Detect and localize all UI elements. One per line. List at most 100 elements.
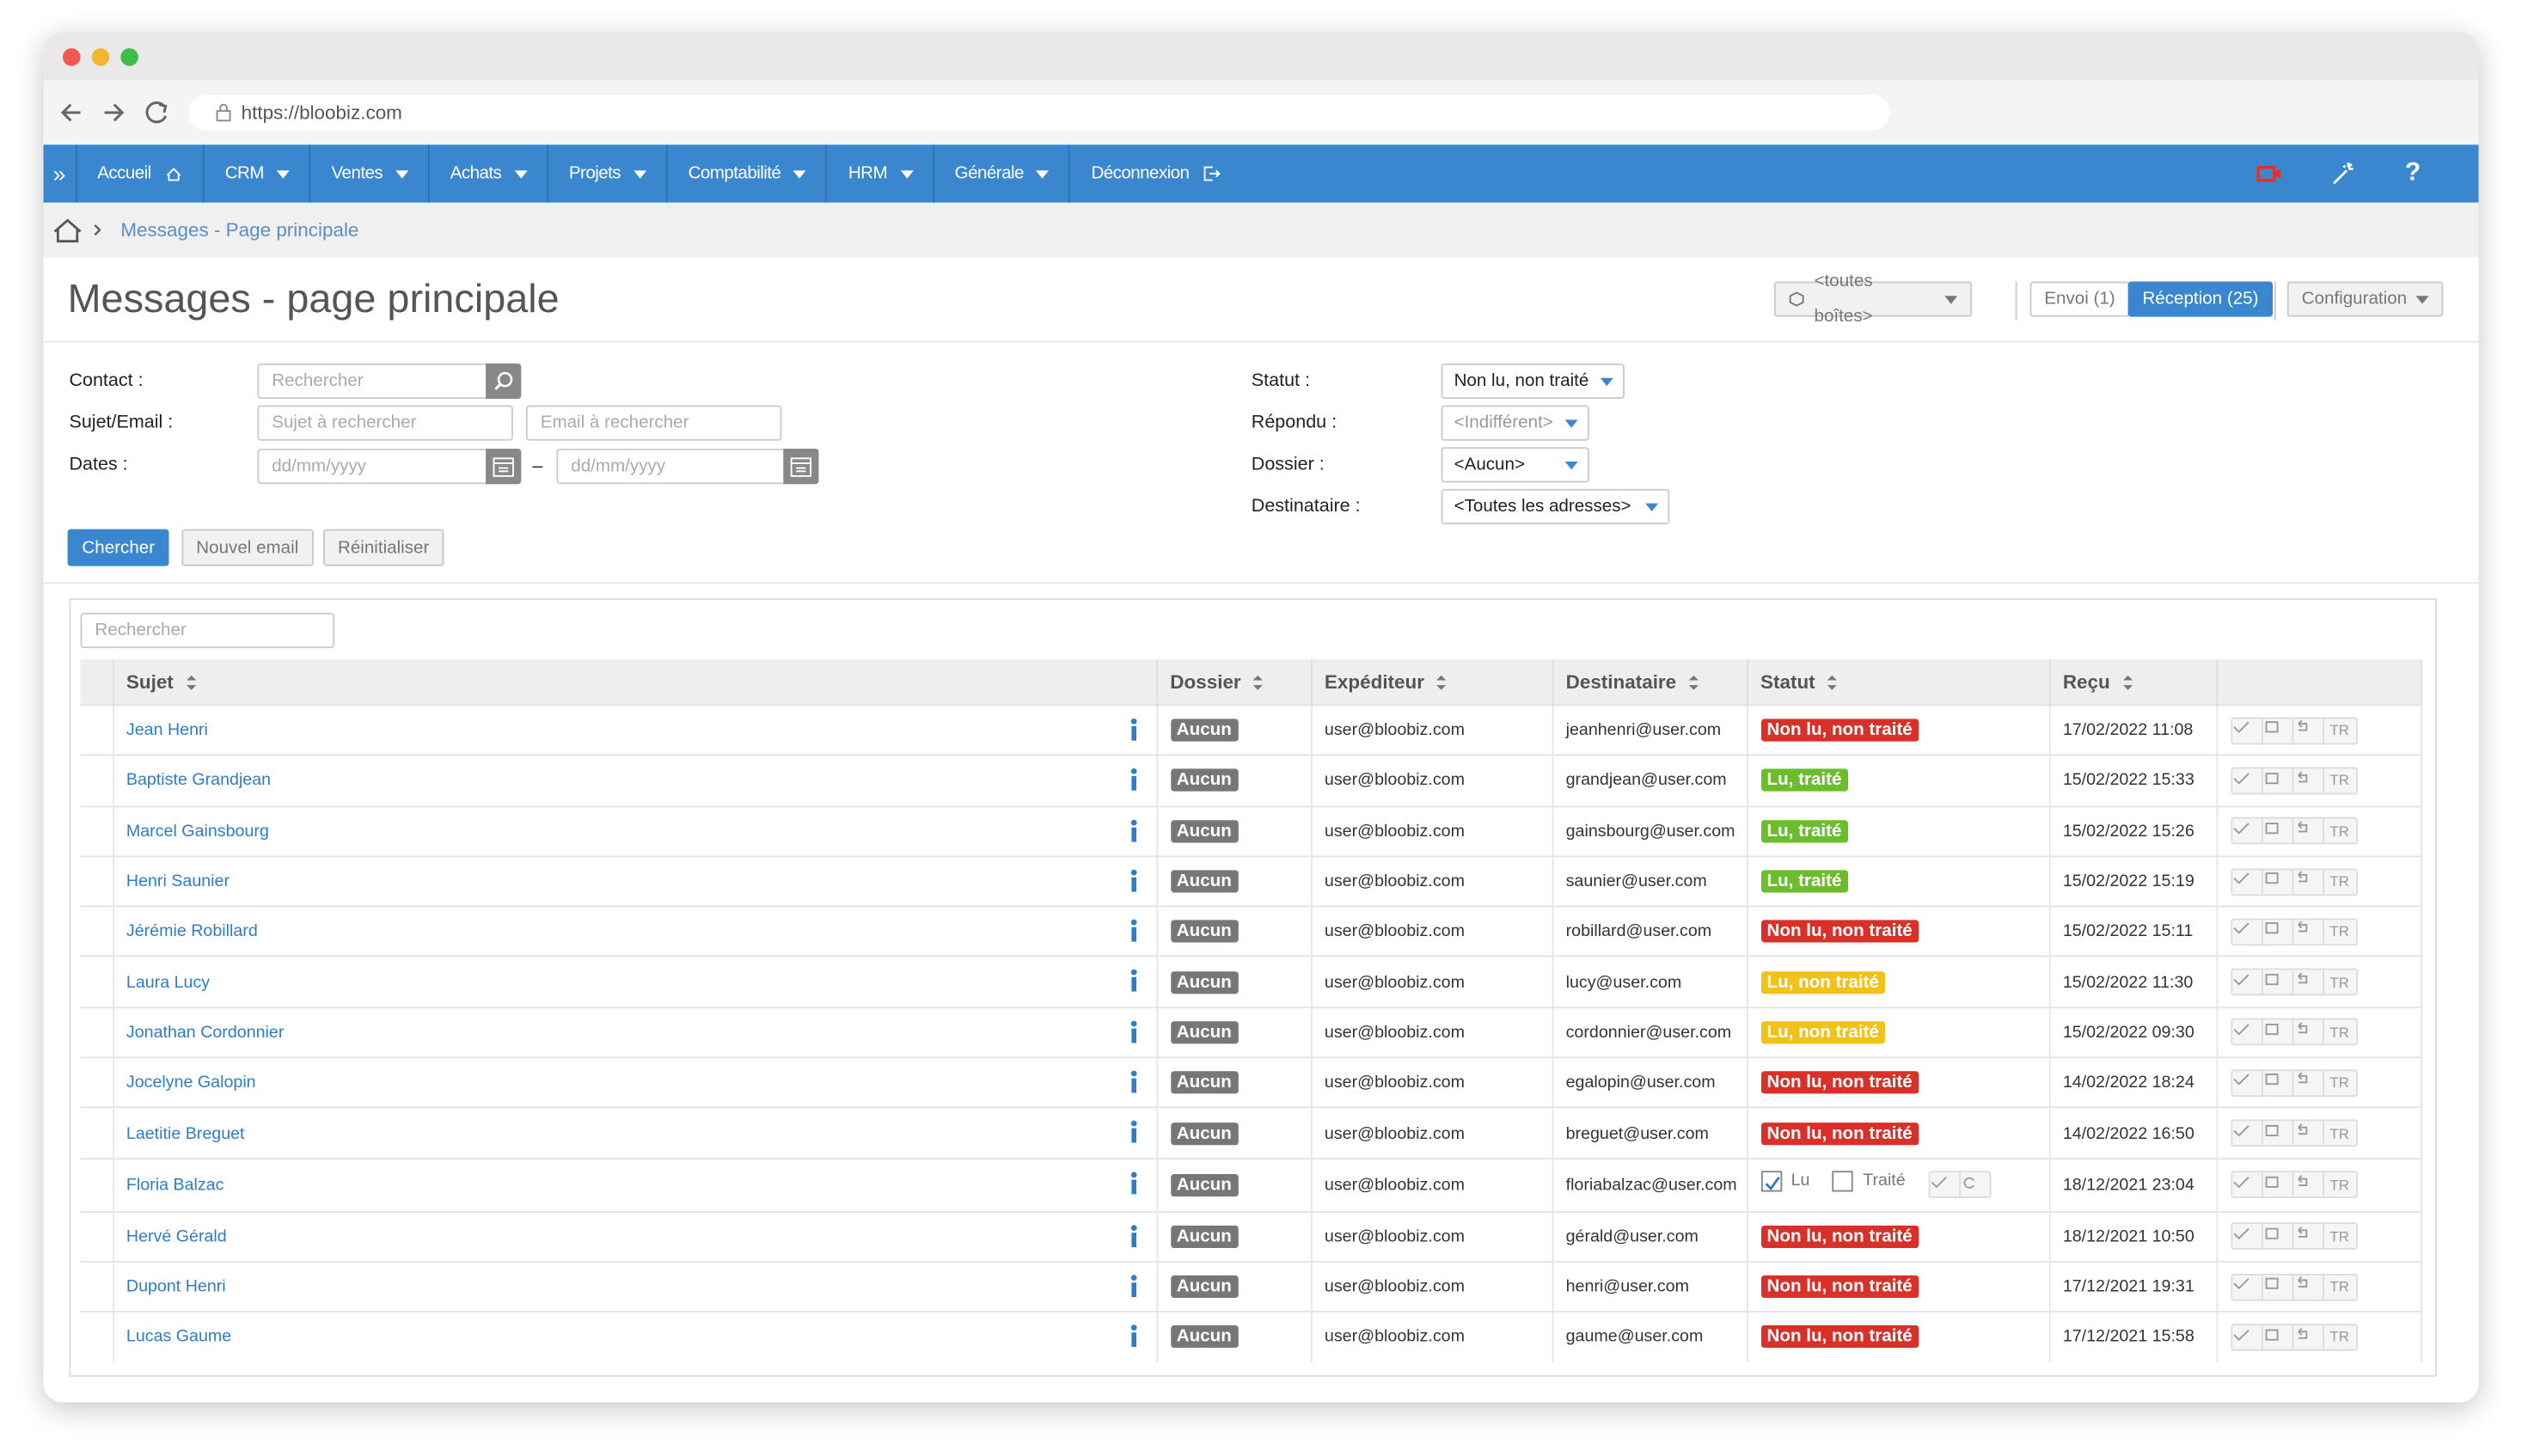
tr-action[interactable]: TR bbox=[2329, 1329, 2349, 1346]
info-icon[interactable] bbox=[1127, 1069, 1140, 1093]
help[interactable]: ? bbox=[2404, 159, 2421, 187]
action-buttons[interactable]: TR bbox=[2230, 867, 2358, 896]
tr-action[interactable]: TR bbox=[2329, 823, 2349, 840]
nav-item[interactable]: Ventes bbox=[310, 144, 430, 203]
action-buttons[interactable]: TR bbox=[2230, 1119, 2358, 1147]
checkbox[interactable] bbox=[1832, 1171, 1853, 1192]
action-buttons[interactable]: TR bbox=[2230, 767, 2358, 795]
column-header[interactable]: Statut bbox=[1747, 659, 2050, 706]
tr-action[interactable]: TR bbox=[2329, 722, 2349, 739]
contact-input[interactable]: Rechercher bbox=[257, 363, 522, 400]
column-header[interactable]: Reçu bbox=[2048, 659, 2218, 706]
message-row[interactable]: Dupont Henri Aucun user@bloobiz.com henri@u… bbox=[80, 1260, 2422, 1312]
info-icon[interactable] bbox=[1127, 919, 1140, 943]
row-select[interactable] bbox=[80, 755, 113, 806]
reset-button[interactable]: Réinitialiser bbox=[323, 529, 444, 566]
row-select[interactable] bbox=[80, 855, 113, 907]
tr-action[interactable]: TR bbox=[2329, 772, 2349, 789]
search-button[interactable]: Chercher bbox=[67, 529, 169, 566]
replied-select[interactable]: <Indifférent> bbox=[1441, 405, 1589, 441]
tr-action[interactable]: TR bbox=[2329, 873, 2349, 890]
info-icon[interactable] bbox=[1127, 1019, 1140, 1043]
action-buttons[interactable]: TR bbox=[2230, 918, 2358, 945]
config-button[interactable]: Configuration bbox=[2286, 281, 2445, 317]
nav-expand[interactable]: » bbox=[52, 161, 66, 187]
subject-link[interactable]: Jonathan Cordonnier bbox=[125, 1022, 285, 1043]
tr-action[interactable]: TR bbox=[2329, 1228, 2349, 1245]
info-icon[interactable] bbox=[1127, 1324, 1140, 1348]
tr-action[interactable]: TR bbox=[2329, 1177, 2349, 1193]
action-buttons[interactable]: TR bbox=[2230, 1068, 2358, 1097]
subject-link[interactable]: Laetitie Breguet bbox=[125, 1123, 245, 1143]
action-buttons[interactable]: TR bbox=[2230, 1273, 2358, 1301]
subject-link[interactable]: Jocelyne Galopin bbox=[125, 1073, 256, 1092]
nav-item[interactable]: Déconnexion bbox=[1070, 144, 1240, 202]
subject-link[interactable]: Jean Henri bbox=[125, 720, 208, 741]
row-select[interactable] bbox=[80, 1157, 113, 1212]
tr-action[interactable]: TR bbox=[2329, 923, 2349, 940]
tr-action[interactable]: TR bbox=[2329, 974, 2349, 990]
info-icon[interactable] bbox=[1127, 1274, 1140, 1298]
message-row[interactable]: Jonathan Cordonnier Aucun user@bloobiz.com… bbox=[80, 1006, 2422, 1058]
message-row[interactable]: Jocelyne Galopin Aucun user@bloobiz.com ega… bbox=[80, 1056, 2422, 1109]
minimize[interactable] bbox=[91, 48, 110, 66]
breadcrumb-current[interactable]: Messages - Page principale bbox=[120, 218, 359, 242]
email-input[interactable]: Email à rechercher bbox=[525, 405, 782, 441]
message-row[interactable]: Laura Lucy Aucun user@bloobiz.com lucy@user… bbox=[80, 956, 2422, 1007]
folder-select[interactable]: <Aucun> bbox=[1441, 447, 1589, 483]
action-buttons[interactable]: TR bbox=[2230, 1323, 2358, 1351]
date-from[interactable]: dd/mm/yyyy bbox=[257, 449, 522, 485]
row-select[interactable] bbox=[80, 1260, 113, 1312]
action-buttons[interactable]: TR bbox=[2230, 1222, 2358, 1251]
tr-action[interactable]: TR bbox=[2329, 1024, 2349, 1041]
subject-link[interactable]: Dupont Henri bbox=[125, 1276, 226, 1297]
nav-item[interactable]: HRM bbox=[828, 144, 934, 203]
message-row[interactable]: Hervé Gérald Aucun user@bloobiz.com gérald@… bbox=[80, 1210, 2422, 1262]
info-icon[interactable] bbox=[1127, 868, 1140, 892]
info-icon[interactable] bbox=[1127, 1171, 1140, 1195]
nav-item[interactable]: Générale bbox=[934, 144, 1071, 203]
message-row[interactable]: Jean Henri Aucun user@bloobiz.com jeanhenri… bbox=[80, 704, 2422, 756]
maximize[interactable] bbox=[120, 48, 138, 66]
nav-item[interactable]: CRM bbox=[204, 144, 311, 203]
info-icon[interactable] bbox=[1127, 1120, 1140, 1144]
subject-link[interactable]: Jérémie Robillard bbox=[125, 921, 258, 942]
message-row[interactable]: Floria Balzac Aucun user@bloobiz.com floria… bbox=[80, 1157, 2422, 1212]
subject-link[interactable]: Hervé Gérald bbox=[125, 1227, 227, 1246]
message-row[interactable]: Laetitie Breguet Aucun user@bloobiz.com bre… bbox=[80, 1107, 2422, 1159]
info-icon[interactable] bbox=[1127, 768, 1140, 792]
home-icon[interactable] bbox=[44, 203, 108, 258]
subject-link[interactable]: Lucas Gaume bbox=[125, 1327, 232, 1347]
row-select[interactable] bbox=[80, 804, 113, 857]
subject-link[interactable]: Henri Saunier bbox=[125, 872, 230, 891]
row-select[interactable] bbox=[80, 956, 113, 1007]
nav-buttons[interactable] bbox=[56, 81, 168, 145]
message-row[interactable]: Marcel Gainsbourg Aucun user@bloobiz.com ga… bbox=[80, 804, 2422, 857]
info-icon[interactable] bbox=[1127, 818, 1140, 842]
nav-item[interactable]: Comptabilité bbox=[667, 144, 828, 203]
nav-item[interactable]: Accueil bbox=[75, 144, 205, 203]
sent-button[interactable]: Envoi (1) bbox=[2029, 281, 2130, 317]
nav-item[interactable]: Projets bbox=[548, 144, 668, 203]
subject-input[interactable]: Sujet à rechercher bbox=[257, 405, 513, 441]
action-buttons[interactable]: TR bbox=[2230, 1171, 2358, 1199]
row-select[interactable] bbox=[80, 1311, 113, 1362]
tr-action[interactable]: TR bbox=[2329, 1124, 2349, 1141]
message-row[interactable]: Lucas Gaume Aucun user@bloobiz.com gaume@us… bbox=[80, 1311, 2422, 1362]
subject-link[interactable]: Marcel Gainsbourg bbox=[125, 821, 269, 841]
mailbox-select[interactable]: <toutes boîtes> bbox=[1773, 272, 1973, 327]
row-select[interactable] bbox=[80, 1006, 113, 1058]
info-icon[interactable] bbox=[1127, 718, 1140, 742]
action-buttons[interactable]: TR bbox=[2230, 716, 2358, 744]
row-select[interactable] bbox=[80, 905, 113, 957]
tr-action[interactable]: TR bbox=[2329, 1074, 2349, 1092]
column-header[interactable]: Expéditeur bbox=[1311, 659, 1553, 706]
close[interactable] bbox=[62, 48, 81, 66]
action-buttons[interactable]: TR bbox=[2230, 1019, 2358, 1047]
nav-item[interactable]: Achats bbox=[429, 144, 548, 203]
date-to[interactable]: dd/mm/yyyy bbox=[556, 449, 819, 485]
row-select[interactable] bbox=[80, 1107, 113, 1159]
new-email-button[interactable]: Nouvel email bbox=[181, 529, 314, 566]
magic-icon[interactable] bbox=[2331, 161, 2357, 187]
info-icon[interactable] bbox=[1127, 969, 1140, 993]
